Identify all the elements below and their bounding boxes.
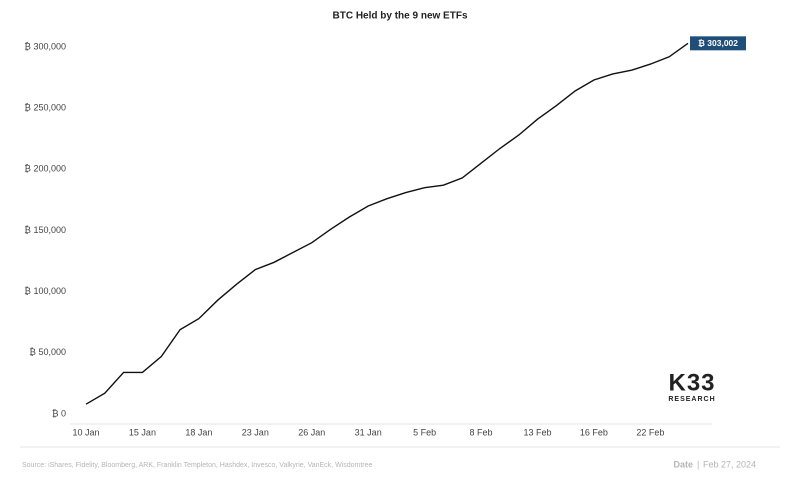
date-label: Date bbox=[673, 459, 693, 469]
chart-title: BTC Held by the 9 new ETFs bbox=[332, 11, 467, 22]
value-label-box bbox=[690, 36, 746, 51]
x-tick-label: 22 Feb bbox=[636, 427, 664, 437]
y-tick-label: ₿ 50,000 bbox=[29, 347, 66, 357]
date-separator: | bbox=[697, 459, 699, 469]
line bbox=[85, 42, 689, 405]
x-tick-label: 26 Jan bbox=[298, 427, 325, 437]
date: Feb 27, 2024 bbox=[703, 459, 756, 469]
value-label: ₿ 303,002 bbox=[698, 38, 738, 48]
x-tick-label: 15 Jan bbox=[129, 427, 156, 437]
y-tick-label: ₿ 0 bbox=[52, 408, 66, 418]
x-tick-label: 18 Jan bbox=[185, 427, 212, 437]
y-tick-label: ₿ 250,000 bbox=[24, 103, 66, 113]
source: Source: iShares, Fidelity, Bloomberg, AR… bbox=[22, 462, 373, 469]
x-tick-label: 31 Jan bbox=[355, 427, 382, 437]
x-tick-label: 8 Feb bbox=[470, 427, 493, 437]
x-tick-label: 10 Jan bbox=[72, 427, 99, 437]
logo-subtitle: RESEARCH bbox=[668, 396, 715, 403]
y-tick-label: ₿ 100,000 bbox=[24, 286, 66, 296]
x-tick-label: 13 Feb bbox=[523, 427, 551, 437]
logo: K33 bbox=[668, 369, 715, 396]
x-tick-label: 23 Jan bbox=[242, 427, 269, 437]
y-tick-label: ₿ 200,000 bbox=[24, 164, 66, 174]
y-tick-label: ₿ 150,000 bbox=[24, 225, 66, 235]
x-tick-label: 16 Feb bbox=[580, 427, 608, 437]
x-tick-label: 5 Feb bbox=[413, 427, 436, 437]
y-tick-label: ₿ 300,000 bbox=[24, 41, 66, 51]
